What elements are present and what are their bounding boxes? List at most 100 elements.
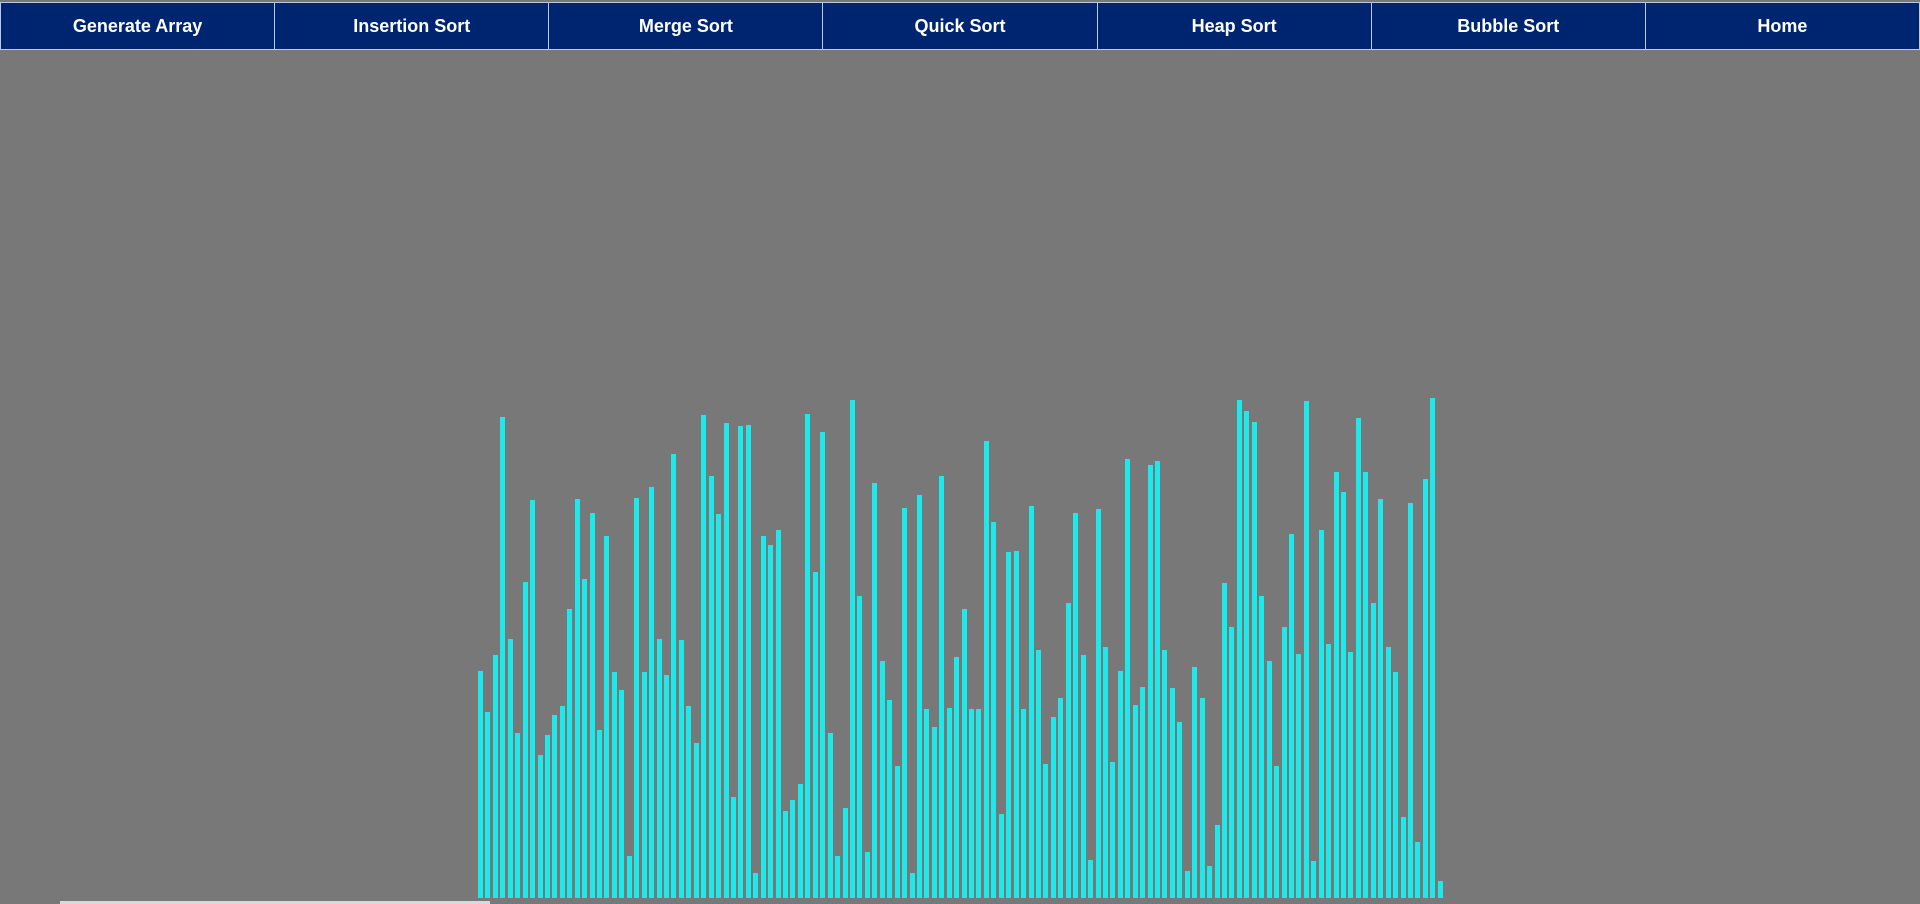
array-bar [656,639,662,898]
array-bar [768,545,774,898]
array-bar [1222,583,1227,898]
array-bar [589,513,595,898]
array-bar [902,508,908,898]
array-bar [1415,842,1421,898]
array-bar [507,639,513,898]
array-bar [708,476,714,898]
top-navbar: Generate Array Insertion Sort Merge Sort Qu… [0,0,1920,51]
array-bar [1006,552,1012,898]
array-bar [797,784,803,898]
array-bar [574,499,580,898]
array-bar [931,727,937,898]
array-bar [827,733,833,898]
array-bar [842,808,848,898]
home-button[interactable]: Home [1644,2,1920,50]
array-bar [864,852,870,898]
array-bar [664,675,669,898]
array-bar [887,700,893,898]
array-bar [1132,705,1138,898]
array-bar [559,706,565,898]
generate-array-button[interactable]: Generate Array [0,2,275,50]
array-bar [954,657,960,898]
array-bar [1192,667,1198,898]
array-bar [1140,687,1146,898]
array-bar [1303,401,1309,898]
array-bar [716,514,722,898]
array-bar [678,640,684,898]
array-bar [552,715,558,898]
array-bar [619,690,625,898]
array-bar [1326,644,1332,898]
array-bar [983,441,989,898]
array-bar [805,414,811,898]
array-bar [1229,627,1235,898]
array-bar [634,498,640,898]
array-bar [537,755,543,898]
array-bar [820,432,826,898]
quick-sort-button[interactable]: Quick Sort [822,2,1097,50]
array-bar [1259,596,1265,898]
array-bar [649,487,655,898]
array-bar [730,797,736,898]
array-bar [775,530,781,898]
array-bar [879,661,885,898]
array-bar [1430,398,1436,898]
array-bar [790,800,796,898]
heap-sort-button[interactable]: Heap Sort [1096,2,1371,50]
array-bar [1318,530,1324,898]
array-bar [1266,661,1272,898]
array-bar [626,856,632,898]
array-bar [1036,650,1041,898]
insertion-sort-button[interactable]: Insertion Sort [274,2,549,50]
merge-sort-button[interactable]: Merge Sort [548,2,823,50]
array-bar [1065,603,1071,898]
array-bar [604,536,610,898]
array-bar [969,709,975,898]
array-bar [1236,400,1242,898]
array-bar [522,582,528,898]
array-bar [946,708,952,898]
array-bar [723,423,729,898]
array-bar [1080,655,1086,898]
array-bar [1043,764,1049,898]
array-bar [1348,652,1354,898]
array-bar [1274,766,1280,898]
array-bar [1363,472,1369,898]
array-bar [783,811,789,898]
array-bar [1095,509,1101,898]
array-bar [1333,472,1339,898]
array-bar [976,709,982,898]
array-bar [641,672,647,898]
array-bar [701,415,707,898]
array-bar [753,873,759,898]
array-bar [1214,825,1220,898]
array-bar [812,572,818,898]
array-bar [857,596,863,898]
bubble-sort-button[interactable]: Bubble Sort [1370,2,1645,50]
array-bar [1385,647,1391,898]
array-bar [1408,503,1413,898]
array-bar [1088,860,1094,898]
array-bar [894,766,900,898]
array-bar [916,495,922,898]
array-bar [835,856,841,898]
array-bar [1288,534,1294,898]
array-bar [611,672,617,898]
array-bars-container [478,54,1444,898]
array-bar [1028,506,1034,898]
array-bar [745,425,751,898]
array-bar [1058,698,1064,898]
horizontal-scrollbar[interactable] [60,901,490,904]
array-bar [924,709,930,898]
array-bar [1050,717,1056,898]
array-bar [760,536,766,898]
array-bar [1437,881,1443,898]
array-bar [1251,422,1257,898]
array-bar [1147,465,1153,898]
array-bar [998,814,1004,898]
array-bar [478,671,483,898]
array-bar [961,609,967,898]
array-bar [1117,671,1123,898]
array-bar [671,454,677,898]
array-bar [1281,627,1287,898]
